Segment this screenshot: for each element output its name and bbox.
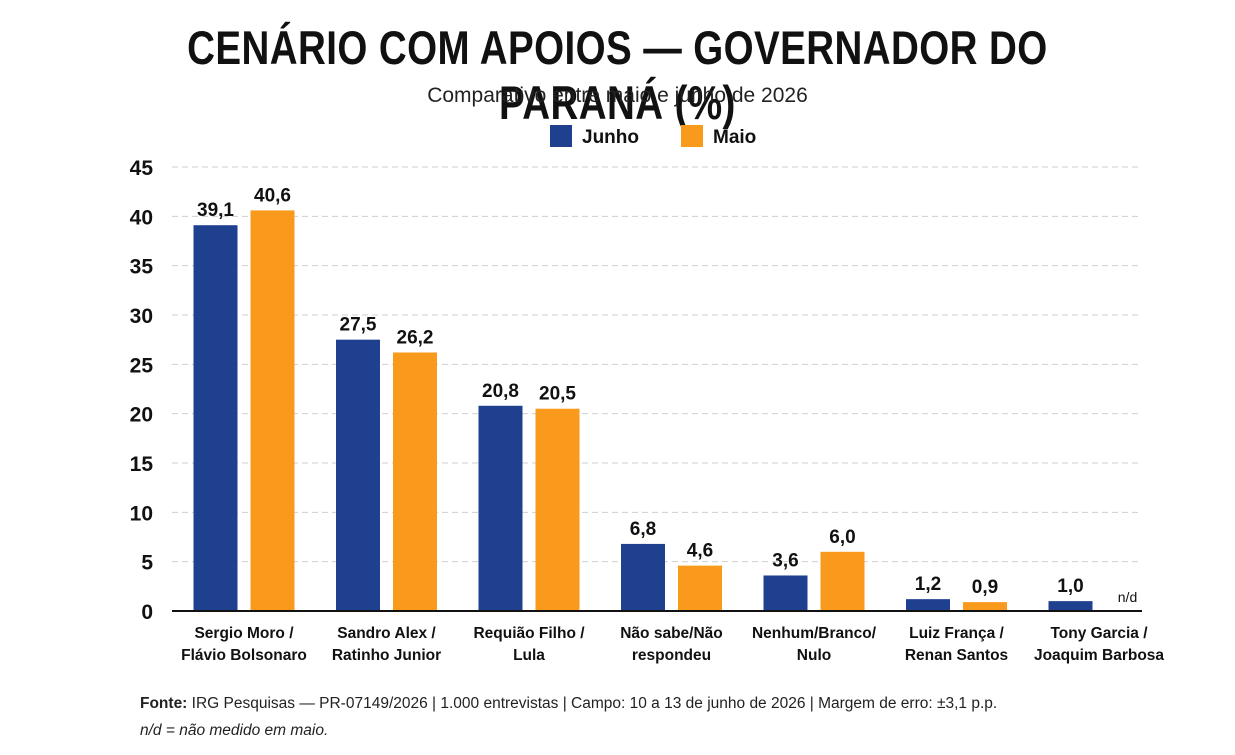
x-tick-label: Sandro Alex /	[337, 625, 436, 642]
data-label: 6,0	[829, 527, 855, 548]
bar-chart: 0 5 10 15 20 25 30 35 40 45 Junho Maio 39,1 40,6 Sergi…	[130, 125, 1164, 664]
y-tick-label: 10	[130, 502, 153, 525]
data-label: 1,2	[915, 574, 941, 595]
y-tick-label: 25	[130, 354, 154, 377]
source-label: Fonte:	[140, 695, 188, 712]
data-label: 26,2	[397, 327, 434, 348]
x-tick-label: Nulo	[797, 647, 831, 664]
y-tick-label: 20	[130, 404, 153, 427]
x-tick-label: Ratinho Junior	[332, 647, 441, 664]
bar-junho	[478, 405, 523, 611]
bar-maio	[535, 408, 580, 611]
x-tick-label: Flávio Bolsonaro	[181, 647, 307, 664]
legend-label-maio: Maio	[713, 127, 756, 148]
bar-maio	[250, 210, 295, 611]
bar-maio	[678, 565, 722, 611]
bar-junho	[906, 599, 950, 611]
bar-junho	[621, 543, 665, 611]
legend-swatch-junho	[550, 125, 572, 147]
x-tick-label: Tony Garcia /	[1050, 625, 1148, 642]
data-label: 40,6	[254, 185, 291, 206]
y-tick-label: 0	[141, 601, 153, 624]
bar-junho	[336, 339, 380, 611]
source-text: IRG Pesquisas — PR-07149/2026 | 1.000 en…	[187, 695, 998, 712]
bar-junho	[1048, 601, 1093, 611]
data-label: 4,6	[687, 541, 713, 562]
data-label: 20,8	[482, 381, 519, 402]
x-tick-label: Sergio Moro /	[194, 625, 294, 642]
data-label: 0,9	[972, 577, 998, 598]
x-tick-label: Requião Filho /	[473, 625, 585, 642]
y-tick-label: 15	[130, 453, 154, 476]
x-tick-label: Luiz França /	[909, 625, 1004, 642]
data-label: 1,0	[1057, 576, 1083, 597]
legend-label-junho: Junho	[582, 127, 639, 148]
y-tick-label: 45	[130, 157, 154, 180]
bar-maio	[963, 602, 1007, 611]
x-tick-label: Nenhum/Branco/	[752, 625, 877, 642]
bar-junho	[193, 225, 238, 612]
data-label: 3,6	[772, 550, 798, 571]
x-tick-label: Renan Santos	[905, 647, 1008, 664]
chart-subtitle: Comparativo entre maio e junho de 2026	[427, 84, 808, 107]
x-tick-label: respondeu	[632, 647, 711, 664]
y-tick-label: 5	[141, 552, 153, 575]
data-label: 27,5	[340, 315, 377, 336]
y-tick-label: 35	[130, 256, 154, 279]
chart-title: CENÁRIO COM APOIOS — GOVERNADOR DO PARAN…	[187, 21, 1048, 129]
y-tick-label: 40	[130, 206, 153, 229]
legend-swatch-maio	[681, 125, 703, 147]
nd-footnote: n/d = não medido em maio.	[140, 722, 329, 739]
source-footnote: Fonte: IRG Pesquisas — PR-07149/2026 | 1…	[140, 695, 997, 713]
x-tick-label: Joaquim Barbosa	[1034, 647, 1164, 664]
x-tick-label: Não sabe/Não	[620, 625, 723, 642]
data-label: 39,1	[197, 200, 234, 221]
data-label-nd: n/d	[1118, 589, 1137, 605]
x-tick-label: Lula	[513, 647, 545, 664]
bar-maio	[393, 352, 437, 611]
bar-maio	[820, 551, 865, 611]
y-tick-label: 30	[130, 305, 153, 328]
data-label: 6,8	[630, 519, 656, 540]
data-label: 20,5	[539, 384, 576, 405]
bar-junho	[763, 575, 808, 611]
